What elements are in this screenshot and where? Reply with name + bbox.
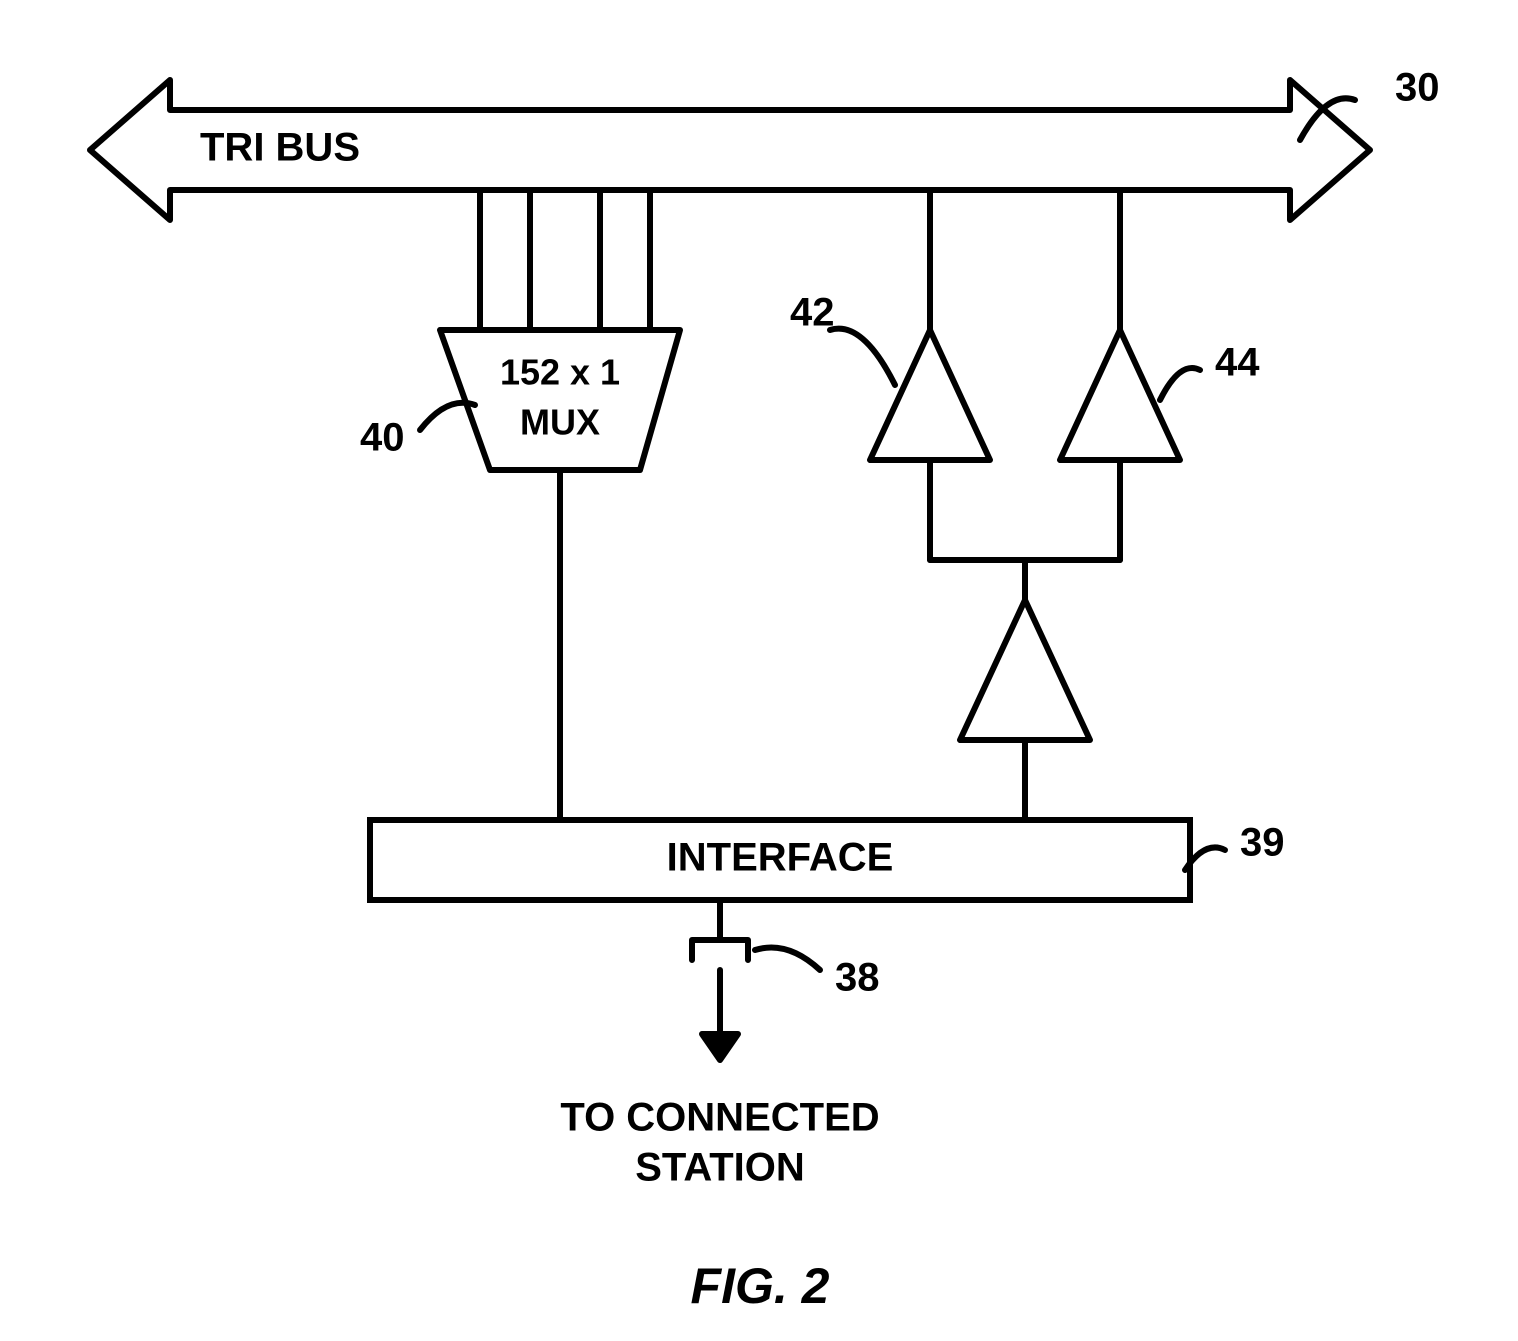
- mux-input-stub-right: [600, 190, 650, 330]
- ref-30: 30: [1395, 66, 1440, 110]
- figure-caption: FIG. 2: [691, 1258, 830, 1314]
- mux-text-2: MUX: [520, 402, 600, 443]
- tri-bus-label: TRI BUS: [200, 126, 360, 170]
- to-connected-line1: TO CONNECTED: [560, 1096, 879, 1140]
- interface-label: INTERFACE: [667, 836, 894, 880]
- ref-38: 38: [835, 956, 880, 1000]
- ref-39: 39: [1240, 821, 1285, 865]
- ref-40: 40: [360, 416, 405, 460]
- to-connected-line2: STATION: [635, 1146, 805, 1190]
- buffer-42: [870, 330, 990, 460]
- ref-42: 42: [790, 291, 835, 335]
- port-38-cap: [692, 940, 748, 960]
- mux-text-1: 152 x 1: [500, 352, 620, 393]
- mid-buffer: [960, 600, 1090, 740]
- circuit-diagram: TRI BUS 152 x 1 MUX INTERFACE TO CONNECTED ST…: [0, 0, 1518, 1341]
- port-arrowhead: [702, 1034, 738, 1060]
- ref-44: 44: [1215, 341, 1260, 385]
- mux-input-stub-left: [480, 190, 530, 330]
